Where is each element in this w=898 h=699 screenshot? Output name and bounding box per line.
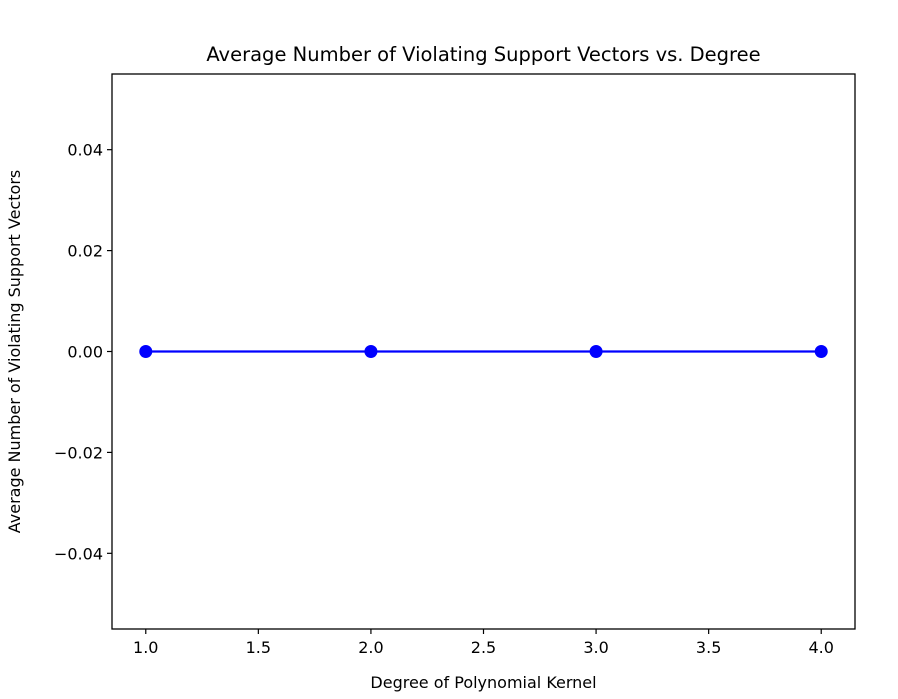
y-tick-label: 0.04 xyxy=(67,141,103,160)
x-tick-label: 4.0 xyxy=(809,638,834,657)
series-layer xyxy=(139,345,828,358)
y-axis-label: Average Number of Violating Support Vect… xyxy=(5,170,24,534)
y-tick-label: 0.00 xyxy=(67,343,103,362)
y-tick-label: −0.02 xyxy=(54,443,103,462)
chart-title: Average Number of Violating Support Vect… xyxy=(206,43,760,66)
x-axis: 1.0 1.5 2.0 2.5 3.0 3.5 4.0 xyxy=(133,629,834,657)
data-point xyxy=(139,345,153,358)
x-tick-label: 3.5 xyxy=(696,638,721,657)
x-tick-label: 2.0 xyxy=(358,638,383,657)
plot-frame xyxy=(111,73,856,630)
y-axis: −0.04 −0.02 0.00 0.02 0.04 xyxy=(54,141,112,563)
y-tick-label: 0.02 xyxy=(67,242,103,261)
y-tick-label: −0.04 xyxy=(54,544,103,563)
x-tick-label: 1.5 xyxy=(246,638,271,657)
x-tick-label: 1.0 xyxy=(133,638,158,657)
x-axis-label: Degree of Polynomial Kernel xyxy=(370,673,596,692)
data-point xyxy=(589,345,603,358)
data-point xyxy=(364,345,378,358)
x-tick-label: 2.5 xyxy=(471,638,496,657)
data-point xyxy=(814,345,828,358)
x-tick-label: 3.0 xyxy=(583,638,608,657)
